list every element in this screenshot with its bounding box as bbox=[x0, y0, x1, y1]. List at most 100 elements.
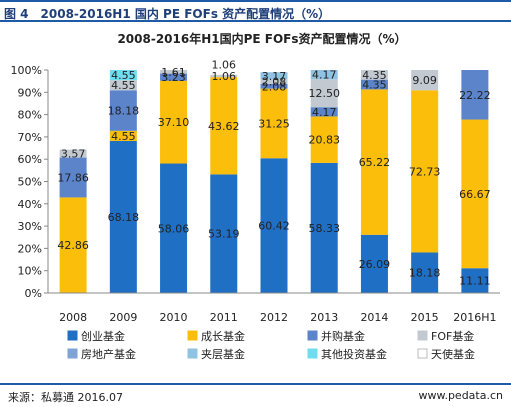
data-label: 66.67 bbox=[459, 188, 491, 201]
bar-segment bbox=[360, 234, 388, 293]
legend-swatch bbox=[187, 348, 198, 359]
data-label: 58.33 bbox=[308, 222, 340, 235]
legend-label: 成长基金 bbox=[201, 329, 245, 343]
chart-title: 2008-2016年H1国内PE FOFs资产配置情况（%） bbox=[117, 31, 406, 46]
data-label: 4.35 bbox=[362, 79, 387, 92]
y-tick-label: 60% bbox=[18, 153, 42, 166]
bar-segment bbox=[310, 107, 338, 117]
data-label: 4.17 bbox=[312, 69, 337, 82]
legend-label: FOF基金 bbox=[431, 329, 474, 343]
data-label: 4.55 bbox=[111, 69, 136, 82]
bar-segment bbox=[260, 83, 288, 89]
website-note: www.pedata.cn bbox=[418, 389, 503, 402]
bar-segment bbox=[210, 174, 238, 293]
y-tick-label: 80% bbox=[18, 109, 42, 122]
legend-label: 并购基金 bbox=[321, 329, 365, 343]
x-tick-label: 2008 bbox=[59, 311, 87, 324]
data-label: 18.18 bbox=[409, 267, 441, 280]
data-label: 65.22 bbox=[359, 156, 391, 169]
y-tick-label: 40% bbox=[18, 198, 42, 211]
bar-segment bbox=[160, 70, 188, 74]
data-label: 1.06 bbox=[212, 59, 237, 72]
data-label: 43.62 bbox=[208, 120, 240, 133]
bar-segment bbox=[160, 73, 188, 81]
data-labels-layer: 42.8617.863.5768.184.5518.184.554.5558.0… bbox=[57, 59, 490, 288]
bar-segment bbox=[461, 70, 489, 120]
data-label: 2.08 bbox=[262, 80, 287, 93]
bar-segment bbox=[109, 80, 137, 91]
y-tick-label: 50% bbox=[18, 176, 42, 189]
data-label: 60.42 bbox=[258, 220, 290, 233]
bar-segment bbox=[59, 197, 87, 293]
data-label: 3.23 bbox=[161, 71, 186, 84]
bar-segment bbox=[210, 74, 238, 78]
legend-swatch bbox=[307, 348, 318, 359]
x-axis: 2008 2009 2010 2011 2012 2013 2014 2015 2016H1 bbox=[48, 292, 500, 324]
x-tick-label: 2013 bbox=[310, 311, 338, 324]
bar-segment bbox=[461, 268, 489, 293]
bar-segment bbox=[310, 162, 338, 293]
data-label: 1.06 bbox=[212, 70, 237, 83]
x-tick-label: 2016H1 bbox=[453, 311, 496, 324]
bar-segment bbox=[109, 69, 137, 81]
legend-swatch bbox=[67, 330, 78, 341]
bar-segment bbox=[411, 252, 439, 293]
data-label: 12.50 bbox=[308, 87, 340, 100]
legend-swatch bbox=[417, 348, 428, 359]
x-tick-label: 2010 bbox=[160, 311, 188, 324]
data-label: 11.11 bbox=[459, 275, 491, 288]
bar-segment bbox=[109, 130, 137, 141]
data-label: 18.18 bbox=[108, 105, 140, 118]
legend-label: 创业基金 bbox=[81, 329, 125, 343]
data-label: 72.73 bbox=[409, 165, 441, 178]
data-label: 42.86 bbox=[57, 239, 89, 252]
y-tick-label: 10% bbox=[18, 265, 42, 278]
bar-segment bbox=[260, 88, 288, 159]
data-label: 3.17 bbox=[262, 70, 287, 83]
data-label: 31.25 bbox=[258, 117, 290, 130]
bar-segment bbox=[59, 149, 87, 158]
legend-swatch bbox=[187, 330, 198, 341]
data-label: 1.61 bbox=[161, 66, 186, 79]
y-tick-label: 20% bbox=[18, 242, 42, 255]
bar-segment bbox=[310, 116, 338, 163]
y-tick-label: 0% bbox=[25, 287, 42, 300]
y-tick-label: 30% bbox=[18, 220, 42, 233]
legend-swatch bbox=[307, 330, 318, 341]
source-note: 来源：私募通 2016.07 bbox=[8, 391, 123, 404]
bar-segment bbox=[210, 77, 238, 175]
bar-segment bbox=[260, 72, 288, 80]
y-tick-label: 70% bbox=[18, 131, 42, 144]
legend-label: 其他投资基金 bbox=[321, 347, 387, 361]
stacked-bar-chart: 2008-2016年H1国内PE FOFs资产配置情况（%） 0% 10% 20% 3… bbox=[11, 31, 500, 361]
figure-footer: 来源：私募通 2016.07 www.pedata.cn bbox=[0, 383, 511, 407]
data-label: 4.35 bbox=[362, 69, 387, 82]
data-label: 17.86 bbox=[57, 172, 89, 185]
bars-layer bbox=[59, 69, 489, 293]
data-label: 58.06 bbox=[158, 222, 190, 235]
x-tick-label: 2011 bbox=[210, 311, 238, 324]
bar-segment bbox=[360, 69, 388, 80]
data-label: 3.57 bbox=[61, 148, 86, 161]
y-axis: 0% 10% 20% 30% 40% 50% 60% 70% 80% 90% 100% bbox=[11, 64, 49, 300]
bar-segment bbox=[411, 70, 439, 91]
bar-segment bbox=[310, 79, 338, 108]
data-label: 4.55 bbox=[111, 130, 136, 143]
bar-segment bbox=[59, 157, 87, 198]
figure-header: 图 4 2008-2016H1 国内 PE FOFs 资产配置情况（%） bbox=[0, 0, 511, 22]
legend-label: 夹层基金 bbox=[201, 347, 245, 361]
bar-segment bbox=[260, 158, 288, 293]
bar-segment bbox=[109, 140, 137, 293]
data-label: 4.55 bbox=[111, 79, 136, 92]
bar-segment bbox=[360, 89, 388, 235]
x-tick-label: 2012 bbox=[260, 311, 288, 324]
bar-segment bbox=[360, 79, 388, 90]
data-label: 9.09 bbox=[412, 74, 437, 87]
y-tick-label: 90% bbox=[18, 86, 42, 99]
data-label: 68.18 bbox=[108, 211, 140, 224]
bar-segment bbox=[160, 163, 188, 293]
legend-label: 天使基金 bbox=[431, 347, 475, 361]
bar-segment bbox=[461, 119, 489, 269]
